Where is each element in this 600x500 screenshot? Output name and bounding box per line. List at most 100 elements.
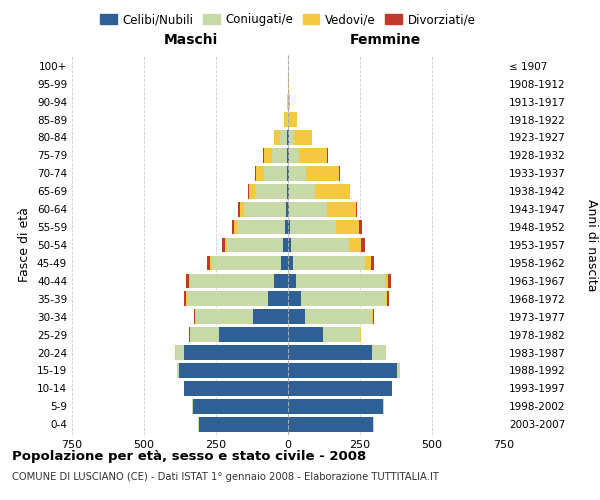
Bar: [281, 256, 288, 270]
Bar: [268, 292, 288, 306]
Bar: [361, 238, 365, 252]
Bar: [225, 238, 227, 252]
Bar: [234, 220, 237, 234]
Bar: [371, 345, 386, 360]
Bar: [289, 148, 299, 162]
Bar: [288, 202, 289, 216]
Bar: [244, 202, 286, 216]
Bar: [184, 345, 288, 360]
Bar: [188, 274, 190, 288]
Text: Popolazione per età, sesso e stato civile - 2008: Popolazione per età, sesso e stato civil…: [12, 450, 366, 463]
Bar: [196, 310, 253, 324]
Bar: [289, 184, 315, 198]
Bar: [289, 94, 290, 109]
Bar: [359, 220, 362, 234]
Bar: [255, 184, 287, 198]
Bar: [272, 148, 287, 162]
Bar: [397, 363, 400, 378]
Bar: [315, 184, 350, 198]
Bar: [365, 256, 371, 270]
Bar: [337, 220, 359, 234]
Bar: [385, 274, 388, 288]
Bar: [360, 328, 361, 342]
Bar: [190, 274, 274, 288]
Y-axis label: Anni di nascita: Anni di nascita: [585, 198, 598, 291]
Text: Femmine: Femmine: [350, 33, 421, 47]
Bar: [227, 238, 283, 252]
Bar: [292, 238, 349, 252]
Bar: [184, 292, 186, 306]
Bar: [186, 292, 187, 306]
Bar: [263, 166, 287, 180]
Bar: [289, 130, 294, 145]
Bar: [190, 328, 219, 342]
Bar: [223, 238, 225, 252]
Bar: [296, 274, 385, 288]
Bar: [388, 292, 389, 306]
Bar: [274, 130, 280, 145]
Bar: [288, 184, 289, 198]
Bar: [238, 202, 239, 216]
Bar: [288, 238, 292, 252]
Bar: [264, 148, 272, 162]
Text: COMUNE DI LUSCIANO (CE) - Dati ISTAT 1° gennaio 2008 - Elaborazione TUTTITALIA.I: COMUNE DI LUSCIANO (CE) - Dati ISTAT 1° …: [12, 472, 439, 482]
Bar: [194, 310, 195, 324]
Bar: [187, 292, 268, 306]
Bar: [288, 166, 289, 180]
Bar: [373, 310, 374, 324]
Bar: [184, 381, 288, 396]
Bar: [176, 345, 184, 360]
Bar: [388, 274, 391, 288]
Bar: [290, 220, 337, 234]
Bar: [284, 220, 288, 234]
Bar: [288, 292, 301, 306]
Bar: [283, 238, 288, 252]
Bar: [187, 274, 188, 288]
Bar: [288, 417, 373, 432]
Bar: [356, 202, 357, 216]
Bar: [274, 274, 288, 288]
Bar: [237, 220, 284, 234]
Bar: [287, 184, 288, 198]
Bar: [288, 112, 289, 127]
Bar: [288, 274, 296, 288]
Bar: [305, 310, 371, 324]
Bar: [349, 238, 361, 252]
Bar: [208, 256, 210, 270]
Bar: [199, 417, 288, 432]
Bar: [248, 184, 249, 198]
Bar: [294, 130, 313, 145]
Bar: [306, 166, 339, 180]
Y-axis label: Fasce di età: Fasce di età: [19, 208, 31, 282]
Bar: [371, 310, 373, 324]
Bar: [293, 256, 365, 270]
Bar: [284, 112, 287, 127]
Bar: [177, 363, 179, 378]
Bar: [301, 292, 386, 306]
Bar: [386, 292, 388, 306]
Bar: [299, 148, 328, 162]
Bar: [232, 220, 234, 234]
Bar: [287, 166, 288, 180]
Bar: [288, 399, 383, 413]
Bar: [288, 363, 397, 378]
Bar: [253, 310, 288, 324]
Bar: [249, 184, 255, 198]
Bar: [280, 130, 287, 145]
Bar: [287, 112, 288, 127]
Text: Maschi: Maschi: [164, 33, 218, 47]
Bar: [288, 256, 293, 270]
Bar: [212, 256, 281, 270]
Bar: [288, 310, 305, 324]
Bar: [288, 328, 323, 342]
Bar: [288, 381, 392, 396]
Bar: [288, 220, 290, 234]
Bar: [327, 202, 356, 216]
Bar: [195, 310, 196, 324]
Bar: [193, 399, 288, 413]
Bar: [289, 112, 296, 127]
Bar: [210, 256, 212, 270]
Bar: [219, 328, 288, 342]
Bar: [371, 256, 374, 270]
Bar: [289, 166, 306, 180]
